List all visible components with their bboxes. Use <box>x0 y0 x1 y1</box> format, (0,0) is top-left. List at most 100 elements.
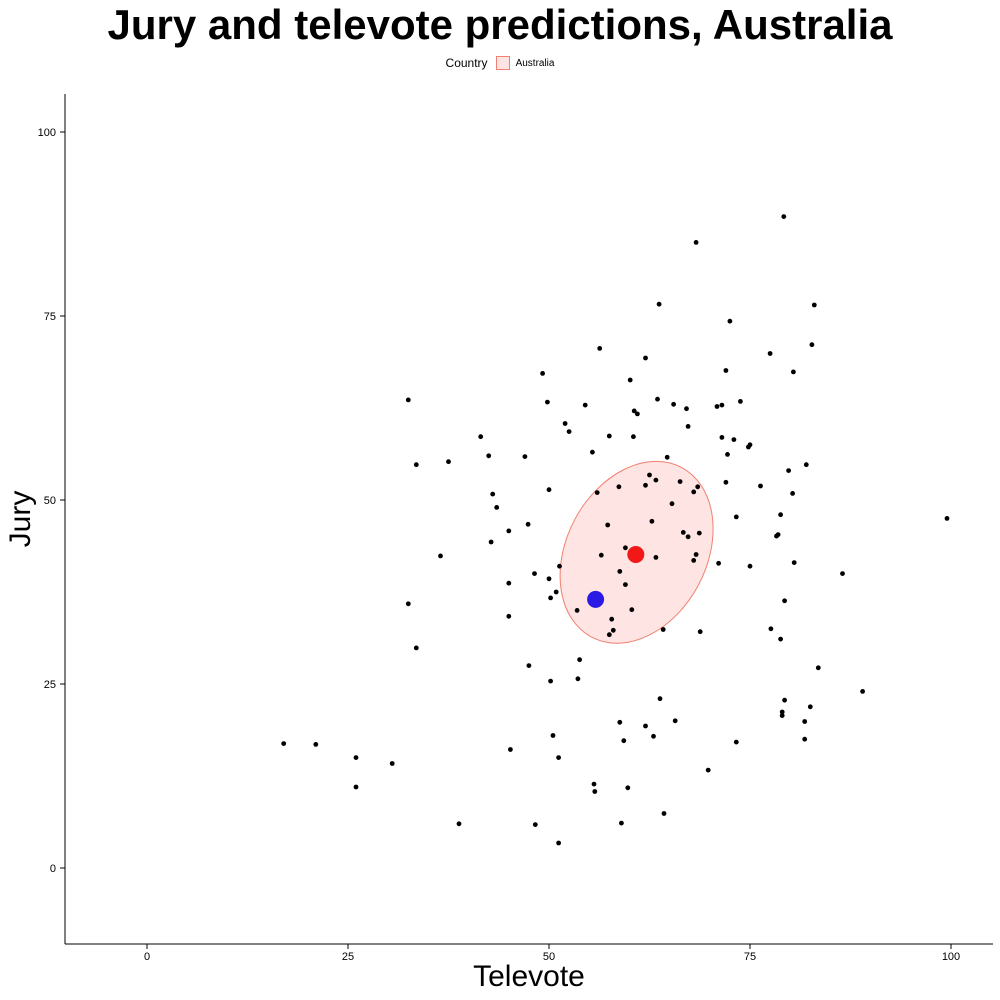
points-layer <box>281 214 950 846</box>
data-point <box>488 539 494 545</box>
highlight-point-blue <box>587 590 605 608</box>
data-point <box>508 747 513 752</box>
data-point <box>548 678 553 684</box>
data-point <box>621 738 627 744</box>
data-point <box>815 665 821 671</box>
data-point <box>723 368 729 373</box>
data-point <box>778 512 783 518</box>
data-point <box>691 558 697 563</box>
data-point <box>577 657 582 663</box>
data-point <box>747 442 753 448</box>
data-point <box>693 552 699 557</box>
data-point <box>606 433 612 439</box>
data-point <box>606 632 612 638</box>
data-point <box>725 452 730 457</box>
data-point <box>281 741 287 746</box>
data-point <box>643 355 648 361</box>
y-ticks: 0 25 50 75 100 <box>38 127 65 875</box>
data-point <box>677 479 683 484</box>
data-point <box>649 518 655 524</box>
x-tick-label: 75 <box>744 951 756 963</box>
legend-key-australia <box>495 56 510 70</box>
data-point <box>669 501 675 507</box>
data-point <box>778 636 783 642</box>
data-point <box>550 733 556 738</box>
data-point <box>562 421 568 426</box>
y-tick-label: 0 <box>50 863 56 875</box>
data-point <box>532 571 537 576</box>
data-point <box>696 530 702 536</box>
data-point <box>629 607 635 613</box>
data-point <box>661 811 667 816</box>
data-point <box>791 560 797 565</box>
x-ticks: 0 25 50 75 100 <box>144 944 960 963</box>
data-point <box>617 569 623 574</box>
y-tick-label: 75 <box>44 311 56 323</box>
data-point <box>643 723 648 729</box>
data-point <box>353 784 359 790</box>
data-point <box>657 696 663 702</box>
data-point <box>781 214 787 220</box>
data-point <box>782 697 787 703</box>
data-point <box>860 689 865 694</box>
data-point <box>623 582 628 587</box>
data-point <box>627 377 633 383</box>
data-point <box>693 240 699 245</box>
data-point <box>779 713 785 718</box>
x-axis-title: Televote <box>473 960 585 993</box>
data-point <box>486 453 492 459</box>
data-point <box>811 302 817 308</box>
x-tick-label: 0 <box>144 951 150 963</box>
data-point <box>413 462 419 468</box>
legend-title: Country <box>445 56 488 70</box>
data-point <box>592 789 598 794</box>
data-point <box>540 371 545 376</box>
data-point <box>556 755 561 760</box>
data-point <box>733 739 739 745</box>
data-point <box>767 351 773 356</box>
data-point <box>691 489 697 495</box>
x-tick-label: 100 <box>942 951 960 963</box>
data-point <box>575 676 581 682</box>
data-point <box>747 563 753 569</box>
data-point <box>591 781 597 787</box>
data-point <box>705 767 711 773</box>
data-point <box>775 532 781 537</box>
data-point <box>405 397 411 403</box>
data-point <box>313 742 319 747</box>
data-point <box>506 580 512 586</box>
highlight-point-red <box>627 546 645 563</box>
legend-label-australia: Australia <box>515 57 555 69</box>
data-point <box>597 346 603 351</box>
data-point <box>733 514 739 520</box>
data-point <box>605 522 611 528</box>
data-point <box>590 449 595 455</box>
data-point <box>727 318 733 324</box>
data-point <box>660 627 666 632</box>
data-point <box>623 545 628 551</box>
data-point <box>803 462 809 468</box>
data-point <box>684 406 689 412</box>
data-point <box>731 437 737 442</box>
data-point <box>944 516 950 521</box>
data-point <box>779 709 785 715</box>
data-point <box>786 468 791 473</box>
data-point <box>782 598 787 604</box>
data-point <box>490 491 496 497</box>
data-point <box>545 399 550 405</box>
y-axis-title: Jury <box>4 491 37 548</box>
data-point <box>616 484 622 490</box>
data-point <box>807 704 813 710</box>
data-point <box>802 719 808 724</box>
data-point <box>719 435 725 440</box>
data-point <box>631 434 636 440</box>
chart-title: Jury and televote predictions, Australia <box>107 1 893 48</box>
y-tick-label: 50 <box>44 495 56 507</box>
data-point <box>697 629 703 635</box>
data-point <box>653 555 659 560</box>
data-point <box>525 521 531 527</box>
data-point <box>643 482 648 488</box>
data-point <box>631 408 637 414</box>
data-point <box>548 595 553 601</box>
data-point <box>635 411 640 417</box>
